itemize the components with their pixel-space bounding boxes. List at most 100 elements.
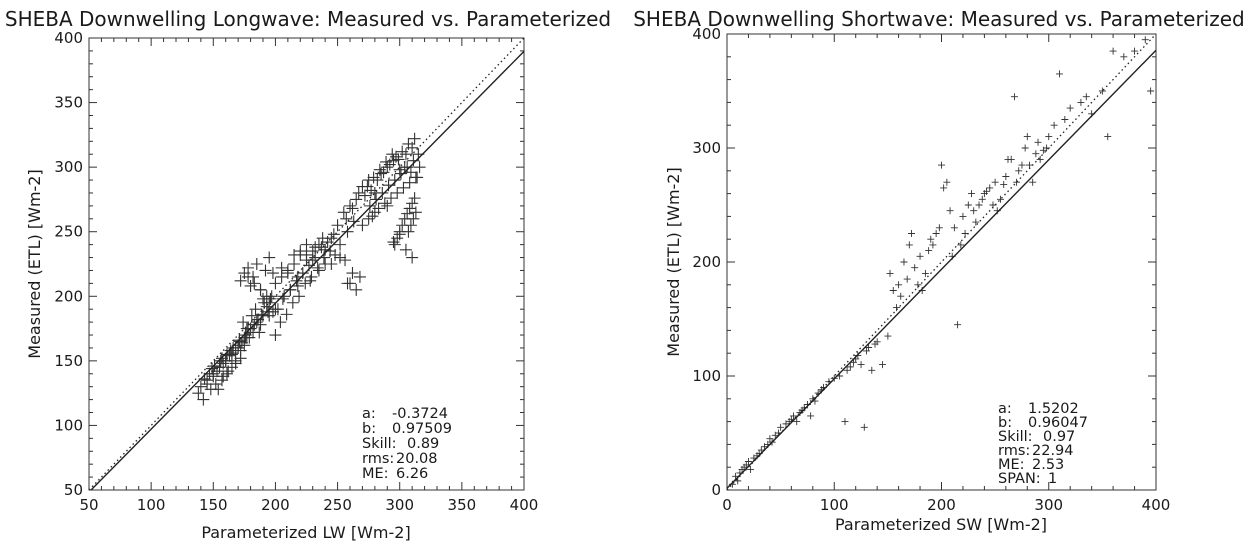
data-point bbox=[334, 238, 347, 251]
data-point bbox=[362, 212, 375, 225]
stat-value: 20.08 bbox=[396, 451, 438, 467]
data-point bbox=[929, 241, 937, 249]
data-point bbox=[269, 277, 282, 290]
data-point bbox=[938, 161, 945, 169]
one-to-one-line bbox=[88, 37, 525, 491]
tick-group bbox=[726, 33, 1157, 491]
data-point bbox=[897, 292, 905, 300]
x-axis-label: Parameterized LW [Wm-2] bbox=[201, 523, 410, 542]
stat-label: ME: bbox=[998, 457, 1025, 473]
data-point bbox=[266, 267, 279, 280]
data-point bbox=[986, 184, 994, 192]
data-point bbox=[259, 264, 272, 277]
y-tick-label: 250 bbox=[54, 223, 83, 241]
data-point bbox=[402, 137, 415, 150]
data-point bbox=[394, 167, 407, 180]
data-point bbox=[1036, 155, 1044, 163]
data-point bbox=[312, 264, 325, 277]
data-point bbox=[873, 338, 881, 346]
data-point bbox=[1061, 116, 1069, 123]
data-point bbox=[940, 184, 948, 192]
data-point bbox=[300, 248, 313, 261]
data-point bbox=[286, 296, 299, 309]
x-tick-label: 250 bbox=[323, 496, 352, 514]
data-point bbox=[409, 171, 422, 184]
data-point bbox=[237, 316, 250, 329]
data-point bbox=[991, 178, 999, 186]
data-point bbox=[327, 228, 340, 241]
data-point bbox=[1141, 36, 1149, 44]
stat-value: 22.94 bbox=[1032, 443, 1074, 459]
data-point bbox=[1015, 167, 1023, 175]
data-point bbox=[294, 245, 307, 258]
data-point bbox=[274, 316, 287, 329]
x-tick-label: 350 bbox=[448, 496, 477, 514]
data-point bbox=[334, 251, 347, 264]
data-point bbox=[968, 190, 976, 198]
x-tick-label: 100 bbox=[820, 496, 849, 514]
data-points bbox=[192, 132, 426, 406]
data-point bbox=[406, 251, 419, 264]
data-point bbox=[1000, 180, 1008, 188]
data-point bbox=[381, 199, 394, 212]
data-point bbox=[1034, 138, 1042, 146]
data-point bbox=[269, 303, 282, 316]
data-point bbox=[734, 477, 742, 485]
data-point bbox=[921, 269, 929, 277]
shortwave-chart: SHEBA Downwelling Shortwave: Measured vs… bbox=[633, 7, 1245, 534]
data-point bbox=[841, 418, 849, 426]
longwave-chart: SHEBA Downwelling Longwave: Measured vs.… bbox=[5, 7, 611, 542]
data-point bbox=[907, 230, 915, 237]
data-point bbox=[403, 176, 416, 189]
data-point bbox=[346, 267, 359, 280]
data-point bbox=[943, 178, 951, 186]
data-point bbox=[263, 296, 276, 309]
data-point bbox=[263, 251, 276, 264]
stat-value: 1.5202 bbox=[1028, 401, 1079, 417]
data-point bbox=[975, 201, 983, 209]
data-point bbox=[1021, 144, 1029, 152]
data-point bbox=[206, 362, 219, 375]
data-point bbox=[380, 155, 393, 168]
data-point bbox=[245, 309, 258, 322]
data-point bbox=[1007, 155, 1015, 163]
data-point bbox=[892, 304, 900, 312]
data-point bbox=[954, 321, 962, 329]
data-point bbox=[306, 254, 319, 267]
data-point bbox=[249, 303, 262, 316]
data-point bbox=[192, 387, 205, 400]
stat-label: rms: bbox=[362, 451, 394, 467]
y-tick-labels: 50 100 150 200 250 300 350 400 bbox=[54, 29, 83, 499]
data-point bbox=[211, 365, 224, 378]
data-point bbox=[1077, 98, 1085, 106]
data-point bbox=[197, 393, 210, 406]
y-tick-label: 300 bbox=[692, 139, 721, 157]
y-axis-label: Measured (ETL) [Wm-2] bbox=[25, 169, 44, 358]
data-point bbox=[393, 228, 406, 241]
data-point bbox=[378, 197, 391, 210]
data-point bbox=[316, 232, 329, 245]
data-point bbox=[250, 258, 263, 270]
data-point bbox=[373, 163, 386, 176]
data-point bbox=[208, 360, 221, 373]
data-point bbox=[388, 174, 401, 187]
data-point bbox=[346, 202, 359, 215]
x-tick-label: 100 bbox=[137, 496, 166, 514]
data-point bbox=[280, 308, 293, 321]
data-point bbox=[353, 270, 366, 283]
data-point bbox=[900, 258, 908, 266]
data-point bbox=[388, 238, 401, 251]
data-point bbox=[972, 218, 980, 226]
x-tick-label: 300 bbox=[385, 496, 414, 514]
data-point bbox=[361, 180, 374, 193]
data-point bbox=[1010, 93, 1018, 101]
data-point bbox=[385, 192, 398, 205]
data-point bbox=[396, 219, 409, 232]
data-point bbox=[376, 186, 389, 199]
data-point bbox=[309, 241, 322, 254]
data-point bbox=[341, 277, 354, 290]
x-tick-label: 50 bbox=[79, 496, 98, 514]
data-point bbox=[1131, 47, 1139, 55]
data-point bbox=[225, 361, 238, 374]
